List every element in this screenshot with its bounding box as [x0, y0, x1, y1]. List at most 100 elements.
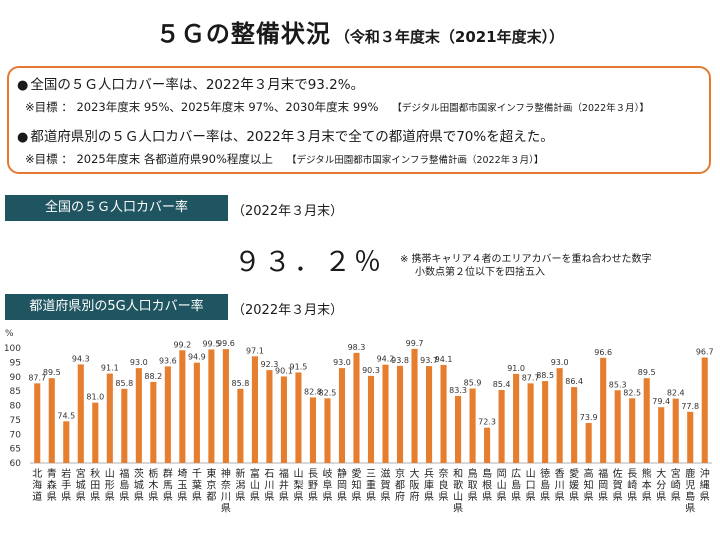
bar	[121, 388, 128, 463]
x-tick-label: 東京都	[206, 467, 216, 503]
data-label: 99.2	[173, 340, 191, 349]
data-label: 73.9	[580, 413, 598, 422]
data-label: 90.3	[362, 366, 380, 375]
x-tick-label: 高知県	[584, 467, 594, 503]
data-label: 88.2	[144, 372, 162, 381]
data-label: 92.3	[261, 360, 279, 369]
data-label: 99.6	[217, 339, 235, 348]
data-label: 88.5	[536, 371, 554, 380]
prefecture-coverage-label: 都道府県別の5G人口カバー率	[5, 294, 228, 320]
national-date: （2022年３月末）	[232, 204, 344, 219]
data-label: 82.4	[667, 389, 685, 398]
data-label: 91.0	[507, 364, 525, 373]
x-tick-label: 神奈川県	[221, 467, 231, 515]
data-label: 86.4	[565, 377, 583, 386]
bar	[701, 357, 708, 463]
bar	[425, 366, 433, 463]
x-tick-label: 岡山県	[497, 468, 507, 503]
x-tick-label: 兵庫県	[424, 467, 434, 503]
data-label: 74.5	[57, 411, 75, 420]
prefecture-goal: ※目標 ： 2025年度末 各都道府県90%程度以上 【デジタル田園都市国家インフ…	[25, 151, 543, 167]
bar	[222, 349, 229, 463]
prefecture-goal-text: ※目標 ： 2025年度末 各都道府県90%程度以上	[25, 152, 273, 166]
data-label: 99.7	[406, 339, 424, 348]
data-label: 82.8	[304, 387, 322, 396]
x-tick-label: 山梨県	[293, 468, 303, 503]
bar	[106, 373, 113, 463]
data-label: 99.5	[202, 339, 220, 348]
prefecture-coverage-chart: % 60 65 70 75 80 85 90 95 100 87.7 北海道 89.5 青森県 74.5 岩手…	[4, 329, 714, 515]
bar	[527, 383, 534, 463]
data-label: 79.4	[652, 397, 670, 406]
x-tick-label: 大分県	[656, 467, 666, 503]
y-tick-label: 60	[10, 459, 22, 469]
prefecture-plan-text: 【デジタル田園都市国家インフラ整備計画（2022年３月）】	[286, 155, 544, 166]
x-tick-label: 宮崎県	[671, 467, 681, 503]
x-tick-label: 青森県	[47, 467, 57, 503]
bar	[150, 381, 157, 463]
x-tick-label: 石川県	[264, 469, 274, 503]
x-tick-label: 長崎県	[627, 468, 637, 503]
x-tick-label: 秋田県	[90, 467, 100, 503]
prefecture-bullet-text: 都道府県別の５Ｇ人口カバー率は、2022年３月末で全ての都道府県で70%を超えた…	[30, 129, 554, 145]
summary-box: ● 全国の５Ｇ人口カバー率は、2022年３月末で93.2%。 ※目標 ： 2023…	[7, 66, 711, 174]
y-tick-label: 80	[10, 402, 22, 412]
data-label: 91.1	[101, 364, 119, 373]
y-axis-unit: %	[5, 329, 14, 339]
x-tick-label: 北海道	[32, 468, 42, 503]
x-tick-label: 静岡県	[337, 467, 347, 503]
data-label: 89.5	[638, 368, 656, 377]
data-label: 85.8	[231, 379, 249, 388]
bar	[658, 407, 665, 463]
data-label: 91.5	[290, 362, 308, 371]
data-label: 82.5	[319, 388, 337, 397]
bar	[34, 383, 41, 463]
data-label: 94.9	[188, 353, 206, 362]
data-label: 72.3	[478, 418, 496, 427]
bar	[338, 368, 346, 463]
x-tick-label: 宮城県	[76, 467, 86, 503]
national-bullet-text: 全国の５Ｇ人口カバー率は、2022年３月末で93.2%。	[30, 77, 365, 93]
x-tick-label: 三重県	[366, 469, 376, 503]
x-tick-label: 沖縄県	[700, 467, 710, 503]
data-label: 85.9	[464, 379, 482, 388]
bar	[135, 368, 142, 463]
bar	[629, 398, 636, 463]
bar	[643, 378, 650, 463]
y-tick-label: 100	[4, 344, 21, 354]
title-main: ５Ｇの整備状況	[155, 20, 331, 48]
bar	[77, 364, 84, 463]
bar	[484, 427, 491, 463]
x-tick-label: 徳島県	[540, 467, 550, 503]
x-tick-label: 山形県	[105, 468, 115, 503]
bar	[556, 368, 563, 463]
bar	[280, 376, 287, 463]
data-label: 96.7	[696, 347, 714, 356]
y-tick-label: 85	[10, 387, 21, 397]
data-label: 81.0	[86, 393, 104, 402]
data-label: 85.8	[115, 379, 133, 388]
prefecture-date: （2022年３月末）	[232, 303, 344, 318]
x-tick-label: 熊本県	[642, 467, 652, 503]
bar	[251, 356, 258, 463]
bar	[469, 388, 476, 463]
bar	[324, 398, 331, 463]
bar	[542, 381, 549, 463]
x-tick-label: 奈良県	[439, 467, 449, 503]
x-tick-label: 群馬県	[163, 467, 173, 503]
x-tick-label: 広島県	[511, 467, 521, 503]
y-tick-label: 70	[10, 430, 22, 440]
bar	[396, 365, 404, 463]
data-label: 94.1	[435, 355, 453, 364]
x-tick-label: 愛媛県	[569, 467, 579, 503]
bar	[455, 396, 462, 463]
data-label: 85.4	[493, 380, 511, 389]
x-tick-label: 岐阜県	[322, 467, 332, 503]
page-title: ５Ｇの整備状況 （令和３年度末（2021年度末））	[0, 14, 720, 49]
national-coverage-value: ９３．２％	[234, 247, 384, 278]
x-tick-label: 茨城県	[134, 467, 144, 503]
bar	[571, 387, 578, 463]
data-label: 98.3	[348, 343, 366, 352]
data-label: 87.7	[28, 373, 46, 382]
note-line-2: 小数点第２位以下を四捨五入	[415, 267, 545, 278]
